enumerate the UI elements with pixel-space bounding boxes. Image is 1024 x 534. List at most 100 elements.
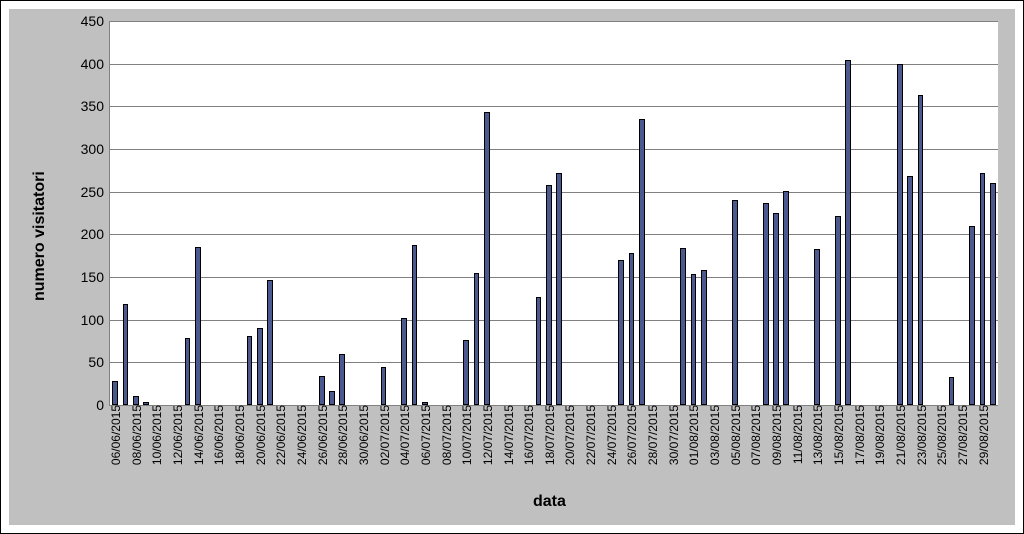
bar bbox=[381, 367, 387, 405]
x-tick-label: 12/07/2015 bbox=[479, 405, 495, 465]
x-tick-label: 14/06/2015 bbox=[190, 405, 206, 465]
x-tick-label: 30/07/2015 bbox=[665, 405, 681, 465]
x-tick-label: 11/08/2015 bbox=[789, 405, 805, 464]
bar bbox=[412, 245, 418, 405]
gridline bbox=[110, 192, 998, 193]
y-tick-label: 450 bbox=[81, 13, 110, 29]
bar bbox=[247, 336, 253, 405]
x-tick-label: 10/07/2015 bbox=[458, 405, 474, 465]
y-tick-label: 100 bbox=[81, 312, 110, 328]
x-tick-label: 18/07/2015 bbox=[541, 405, 557, 465]
bar bbox=[123, 304, 129, 405]
bar bbox=[701, 270, 707, 405]
bar bbox=[969, 226, 975, 405]
bar bbox=[763, 203, 769, 405]
x-tick-label: 04/07/2015 bbox=[396, 405, 412, 465]
bar bbox=[783, 191, 789, 405]
gridline bbox=[110, 106, 998, 107]
x-tick-label: 16/07/2015 bbox=[520, 405, 536, 465]
bar bbox=[185, 338, 191, 405]
x-tick-label: 02/07/2015 bbox=[376, 405, 392, 465]
x-tick-label: 18/06/2015 bbox=[231, 405, 247, 465]
y-tick-label: 300 bbox=[81, 141, 110, 157]
gridline bbox=[110, 149, 998, 150]
x-tick-label: 23/08/2015 bbox=[913, 405, 929, 465]
x-tick-label: 20/06/2015 bbox=[252, 405, 268, 465]
plot-area: 05010015020025030035040045006/06/201508/… bbox=[109, 21, 998, 406]
y-tick-label: 250 bbox=[81, 184, 110, 200]
x-tick-label: 08/06/2015 bbox=[128, 405, 144, 465]
y-tick-label: 150 bbox=[81, 269, 110, 285]
chart-outer-frame: 05010015020025030035040045006/06/201508/… bbox=[0, 0, 1024, 534]
x-tick-label: 14/07/2015 bbox=[500, 405, 516, 465]
bar bbox=[691, 274, 697, 405]
x-tick-label: 01/08/2015 bbox=[685, 405, 701, 465]
y-axis-label: numero visitatori bbox=[31, 172, 49, 302]
bar bbox=[814, 249, 820, 405]
x-tick-label: 22/06/2015 bbox=[272, 405, 288, 465]
x-tick-label: 25/08/2015 bbox=[933, 405, 949, 465]
x-tick-label: 29/08/2015 bbox=[975, 405, 991, 465]
y-tick-label: 400 bbox=[81, 56, 110, 72]
x-axis-label: data bbox=[533, 493, 566, 511]
bar bbox=[918, 95, 924, 405]
bar bbox=[339, 354, 345, 405]
y-tick-label: 350 bbox=[81, 98, 110, 114]
bar bbox=[267, 280, 273, 405]
x-tick-label: 26/06/2015 bbox=[314, 405, 330, 465]
bar bbox=[639, 119, 645, 405]
bar bbox=[546, 185, 552, 405]
x-tick-label: 28/06/2015 bbox=[334, 405, 350, 465]
bar bbox=[556, 173, 562, 405]
bar bbox=[897, 64, 903, 405]
x-tick-label: 17/08/2015 bbox=[851, 405, 867, 465]
gridline bbox=[110, 320, 998, 321]
x-tick-label: 30/06/2015 bbox=[355, 405, 371, 465]
x-tick-label: 19/08/2015 bbox=[871, 405, 887, 465]
gridline bbox=[110, 277, 998, 278]
x-tick-label: 24/06/2015 bbox=[293, 405, 309, 465]
x-tick-label: 27/08/2015 bbox=[954, 405, 970, 465]
y-tick-label: 200 bbox=[81, 226, 110, 242]
x-tick-label: 24/07/2015 bbox=[603, 405, 619, 465]
x-tick-label: 05/08/2015 bbox=[727, 405, 743, 465]
bar bbox=[401, 318, 407, 405]
bar bbox=[907, 176, 913, 405]
bar bbox=[629, 253, 635, 405]
bar bbox=[680, 248, 686, 405]
bar bbox=[845, 60, 851, 405]
x-tick-label: 22/07/2015 bbox=[582, 405, 598, 465]
gridline bbox=[110, 64, 998, 65]
bar bbox=[618, 260, 624, 405]
x-tick-label: 08/07/2015 bbox=[438, 405, 454, 465]
chart-panel: 05010015020025030035040045006/06/201508/… bbox=[9, 9, 1015, 525]
bar bbox=[195, 247, 201, 405]
bar bbox=[319, 376, 325, 405]
gridline bbox=[110, 21, 998, 22]
x-tick-label: 15/08/2015 bbox=[830, 405, 846, 465]
bar bbox=[463, 340, 469, 405]
x-tick-label: 06/06/2015 bbox=[107, 405, 123, 465]
y-tick-label: 50 bbox=[88, 354, 110, 370]
gridline bbox=[110, 234, 998, 235]
bar bbox=[484, 112, 490, 405]
bar bbox=[329, 391, 335, 406]
bar bbox=[257, 328, 263, 405]
bar bbox=[980, 173, 986, 405]
x-tick-label: 09/08/2015 bbox=[768, 405, 784, 465]
x-tick-label: 10/06/2015 bbox=[148, 405, 164, 465]
bar bbox=[732, 200, 738, 405]
x-tick-label: 03/08/2015 bbox=[706, 405, 722, 465]
bar bbox=[112, 381, 118, 405]
bar bbox=[474, 273, 480, 405]
bar bbox=[133, 396, 139, 405]
bar bbox=[949, 377, 955, 405]
x-tick-label: 12/06/2015 bbox=[169, 405, 185, 465]
x-tick-label: 21/08/2015 bbox=[892, 405, 908, 465]
x-tick-label: 07/08/2015 bbox=[747, 405, 763, 465]
bar bbox=[773, 213, 779, 405]
x-tick-label: 13/08/2015 bbox=[809, 405, 825, 465]
bar bbox=[835, 216, 841, 405]
x-tick-label: 28/07/2015 bbox=[644, 405, 660, 465]
x-tick-label: 20/07/2015 bbox=[561, 405, 577, 465]
